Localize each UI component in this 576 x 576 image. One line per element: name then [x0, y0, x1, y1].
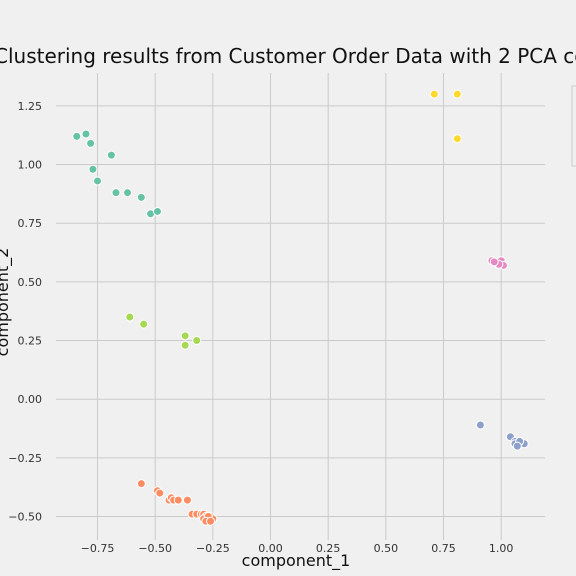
y-tick-label: 0.75	[18, 217, 43, 230]
y-axis-title: component_2	[0, 248, 13, 357]
data-point	[72, 131, 82, 141]
data-point	[139, 319, 149, 329]
data-point	[81, 129, 91, 139]
data-point	[86, 138, 96, 148]
cluster-series	[136, 479, 218, 526]
y-tick-label: 0.50	[18, 276, 43, 289]
data-point	[180, 340, 190, 350]
chart-title: Clustering results from Customer Order D…	[0, 44, 576, 68]
data-point	[125, 312, 135, 322]
grid-lines	[56, 73, 545, 540]
x-tick-label: 1.00	[489, 542, 514, 555]
x-tick-label: 0.50	[374, 542, 399, 555]
data-point	[111, 188, 121, 198]
data-point	[136, 192, 146, 202]
data-points	[72, 89, 529, 526]
x-tick-label: 0.00	[258, 542, 283, 555]
data-point	[88, 164, 98, 174]
cluster-series	[72, 129, 162, 219]
cluster-series	[429, 89, 462, 144]
data-point	[180, 331, 190, 341]
data-point	[429, 89, 439, 99]
y-tick-labels: −0.50 −0.25 0.00 0.25 0.50 0.75 1.00 1.25	[8, 100, 42, 524]
x-tick-label: −0.75	[81, 542, 115, 555]
legend-box	[571, 85, 576, 167]
y-tick-label: −0.50	[8, 511, 42, 524]
data-point	[182, 495, 192, 505]
data-point	[136, 479, 146, 489]
x-tick-label: 0.75	[431, 542, 456, 555]
y-tick-label: 0.00	[18, 393, 43, 406]
data-point	[452, 134, 462, 144]
cluster-series	[475, 420, 529, 451]
data-point	[489, 257, 499, 267]
y-tick-label: 1.00	[18, 159, 43, 172]
data-point	[173, 495, 183, 505]
x-tick-labels: −0.75 −0.50 −0.25 0.00 0.25 0.50 0.75 1.00	[81, 542, 514, 555]
data-point	[152, 206, 162, 216]
y-tick-label: −0.25	[8, 452, 42, 465]
x-axis-title: component_1	[242, 551, 351, 571]
data-point	[155, 488, 165, 498]
data-point	[93, 176, 103, 186]
y-tick-label: 0.25	[18, 335, 43, 348]
cluster-series	[487, 256, 508, 270]
data-point	[192, 336, 202, 346]
data-point	[512, 441, 522, 451]
y-tick-label: 1.25	[18, 100, 43, 113]
x-tick-label: −0.50	[138, 542, 172, 555]
data-point	[123, 188, 133, 198]
data-point	[106, 150, 116, 160]
data-point	[452, 89, 462, 99]
x-tick-label: 0.25	[316, 542, 341, 555]
data-point	[475, 420, 485, 430]
x-tick-label: −0.25	[196, 542, 230, 555]
data-point	[206, 516, 216, 526]
cluster-series	[125, 312, 202, 350]
